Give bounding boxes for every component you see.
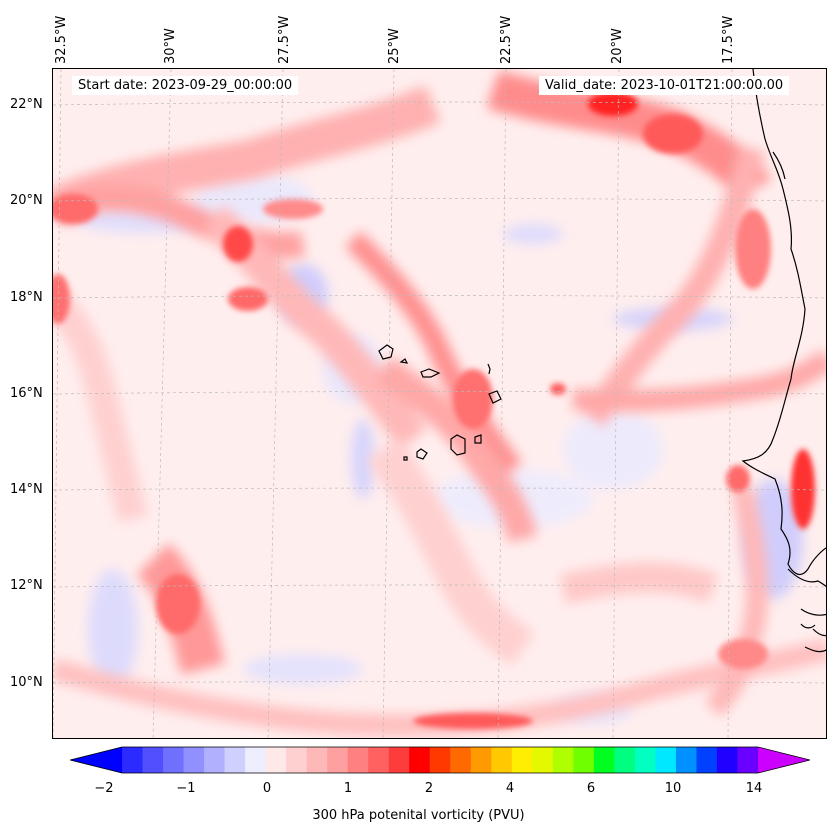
colorbar-segment [327,747,349,773]
lat-label-10n: 10°N [10,675,43,690]
colorbar-tick: 14 [745,781,763,796]
colorbar-segment [573,747,595,773]
colorbar-segment [552,747,574,773]
colorbar-segment [675,747,697,773]
colorbar-tick: −2 [94,781,114,796]
colorbar-segment [245,747,267,773]
lat-label-20n: 20°N [10,193,43,208]
lon-label-20w: 20°W [610,28,625,64]
start-date-label: Start date: 2023-09-29_00:00:00 [72,76,299,95]
colorbar-segment [122,747,144,773]
colorbar-segment [409,747,431,773]
colorbar-tick: 10 [664,781,682,796]
lat-label-22n: 22°N [10,97,43,112]
colorbar-segment [142,747,164,773]
colorbar-tick: 0 [262,781,272,796]
colorbar-segment [716,747,738,773]
colorbar-segment [696,747,718,773]
lon-label-30w: 30°W [163,28,178,64]
pv-field-map [53,69,826,738]
colorbar-segment [532,747,554,773]
colorbar-segment [286,747,308,773]
colorbar-tick: 1 [343,781,353,796]
colorbar-segment [593,747,615,773]
colorbar-segment [204,747,226,773]
colorbar-segment [347,747,369,773]
cape-verde-islands [378,344,502,461]
colorbar-segment [163,747,185,773]
colorbar-over-arrow [758,747,810,773]
colorbar-label: 300 hPa potenital vorticity (PVU) [312,808,525,823]
colorbar-segment [634,747,656,773]
colorbar-segment [491,747,513,773]
graticule [53,69,826,738]
colorbar-tick: −1 [176,781,196,796]
map-panel [52,68,827,739]
colorbar-outline [70,746,810,774]
colorbar-tick: 2 [424,781,434,796]
strong-pv-cores [53,92,815,729]
colorbar-segment [614,747,636,773]
colorbar-segment [183,747,205,773]
valid-date-label: Valid_date: 2023-10-01T21:00:00.00 [539,76,790,95]
lon-label-32-5w: 32.5°W [54,15,69,64]
colorbar-tick: 6 [586,781,596,796]
colorbar-segment [450,747,472,773]
lat-label-14n: 14°N [10,482,43,497]
lat-label-18n: 18°N [10,290,43,305]
colorbar [70,746,810,774]
colorbar-tick: 4 [505,781,515,796]
colorbar-segment [511,747,533,773]
lon-label-25w: 25°W [387,28,402,64]
colorbar-segment [655,747,677,773]
colorbar-segment [306,747,328,773]
colorbar-segment [429,747,451,773]
lon-label-27-5w: 27.5°W [277,15,292,64]
lon-label-17-5w: 17.5°W [721,15,736,64]
colorbar-segment [388,747,410,773]
colorbar-segment [368,747,390,773]
lat-label-16n: 16°N [10,386,43,401]
colorbar-under-arrow [70,747,122,773]
colorbar-segment [224,747,246,773]
lon-label-22-5w: 22.5°W [499,15,514,64]
lat-label-12n: 12°N [10,578,43,593]
colorbar-segment [470,747,492,773]
colorbar-segment [265,747,287,773]
colorbar-segment [737,747,759,773]
coastline [741,69,826,653]
